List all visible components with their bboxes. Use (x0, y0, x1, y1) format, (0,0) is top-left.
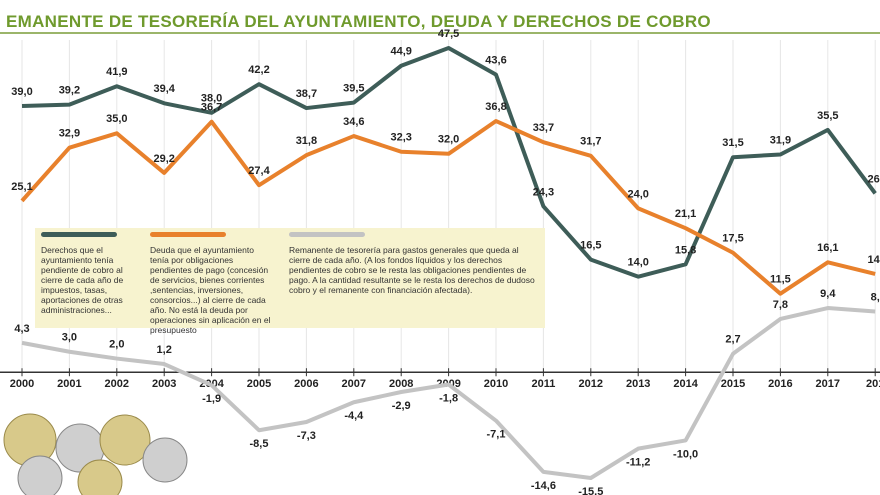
data-label: 9,4 (820, 288, 836, 300)
data-label: 24,0 (627, 188, 648, 200)
data-label: 16,1 (817, 242, 838, 254)
data-label: 39,0 (11, 86, 32, 98)
data-label: -15,5 (578, 486, 603, 495)
x-tick-label: 2002 (105, 378, 129, 390)
data-label: 35,5 (817, 110, 838, 122)
data-label: -1,8 (439, 392, 458, 404)
x-tick-label: 2001 (57, 378, 81, 390)
data-label: 39,2 (59, 85, 80, 97)
legend-swatch (150, 232, 226, 237)
x-tick-label: 2012 (579, 378, 603, 390)
data-label: 31,7 (580, 136, 601, 148)
data-label: -7,1 (487, 429, 506, 441)
data-label: 7,8 (773, 299, 788, 311)
data-label: 26, (868, 173, 880, 185)
data-label: 1,2 (157, 344, 172, 356)
legend-entry: Remanente de tesorería para gastos gener… (289, 232, 539, 324)
series-line (21, 46, 877, 279)
data-label: 21,1 (675, 208, 696, 220)
data-label: 11,5 (770, 274, 791, 286)
x-tick-label: 2011 (531, 378, 555, 390)
legend-entry: Derechos que el ayuntamiento tenía pendi… (41, 232, 136, 324)
data-label: 34,6 (343, 116, 364, 128)
data-label: -10,0 (673, 448, 698, 460)
legend-swatch (289, 232, 365, 237)
data-label: -11,2 (626, 457, 650, 469)
chart-title: EMANENTE DE TESORERÍA DEL AYUNTAMIENTO, … (6, 12, 711, 31)
data-label: 24,3 (533, 186, 554, 198)
data-label: 14, (868, 254, 880, 266)
x-tick-label: 2000 (10, 378, 34, 390)
data-label: -8,5 (250, 438, 269, 450)
series-line (21, 306, 876, 480)
data-label: 38,7 (296, 88, 317, 100)
data-label: 42,2 (248, 64, 269, 76)
data-label: 36,8 (485, 101, 506, 113)
data-label: 39,4 (153, 83, 175, 95)
data-label: -7,3 (297, 430, 316, 442)
x-tick-label: 2017 (816, 378, 840, 390)
data-label: 32,3 (390, 132, 411, 144)
data-label: 43,6 (485, 55, 506, 67)
data-label: -1,9 (202, 393, 221, 405)
x-tick-label: 2007 (342, 378, 366, 390)
data-label: 8, (871, 291, 880, 303)
data-label: 14,0 (627, 257, 648, 269)
data-label: 35,0 (106, 113, 127, 125)
data-label: 33,7 (533, 122, 554, 134)
data-label: 31,5 (722, 137, 743, 149)
legend: Derechos que el ayuntamiento tenía pendi… (35, 228, 545, 335)
x-tick-label: 2015 (721, 378, 745, 390)
data-label: 29,2 (153, 153, 174, 165)
x-tick-label: 2003 (152, 378, 176, 390)
x-tick-label: 2014 (673, 378, 698, 390)
x-tick-label: 2013 (626, 378, 650, 390)
data-label: 32,0 (438, 134, 459, 146)
data-label: 36,7 (201, 102, 222, 114)
data-label: 3,0 (62, 332, 77, 344)
data-label: 2,0 (109, 338, 124, 350)
legend-label: Deuda que el ayuntamiento tenía por obli… (150, 245, 271, 335)
data-label: 25,1 (11, 181, 32, 193)
data-label: 39,5 (343, 83, 364, 95)
data-label: 2,7 (725, 334, 740, 346)
legend-label: Derechos que el ayuntamiento tenía pendi… (41, 245, 124, 315)
series-line (20, 119, 876, 296)
x-tick-label: 2006 (294, 378, 318, 390)
x-tick-label: 2016 (768, 378, 792, 390)
data-label: 44,9 (390, 46, 411, 58)
data-label: 16,5 (580, 239, 601, 251)
legend-swatch (41, 232, 117, 237)
x-tick-label: 201 (866, 378, 880, 390)
data-label: -14,6 (531, 480, 556, 492)
data-label: 47,5 (438, 28, 459, 40)
data-label: 41,9 (106, 66, 127, 78)
data-label: 38,0 (201, 93, 222, 105)
legend-label: Remanente de tesorería para gastos gener… (289, 245, 535, 295)
legend-entry: Deuda que el ayuntamiento tenía por obli… (150, 232, 275, 335)
x-tick-label: 2010 (484, 378, 508, 390)
data-label: 17,5 (722, 233, 743, 245)
data-label: 31,8 (296, 135, 317, 147)
coins (3, 413, 188, 495)
data-label: -4,4 (344, 410, 364, 422)
data-label: -2,9 (392, 400, 411, 412)
data-label: 27,4 (248, 165, 270, 177)
x-tick-label: 2005 (247, 378, 271, 390)
data-label: 15,8 (675, 244, 696, 256)
data-label: 32,9 (59, 128, 80, 140)
x-tick-label: 2008 (389, 378, 413, 390)
data-label: 31,9 (770, 134, 791, 146)
data-label: 4,3 (14, 323, 29, 335)
